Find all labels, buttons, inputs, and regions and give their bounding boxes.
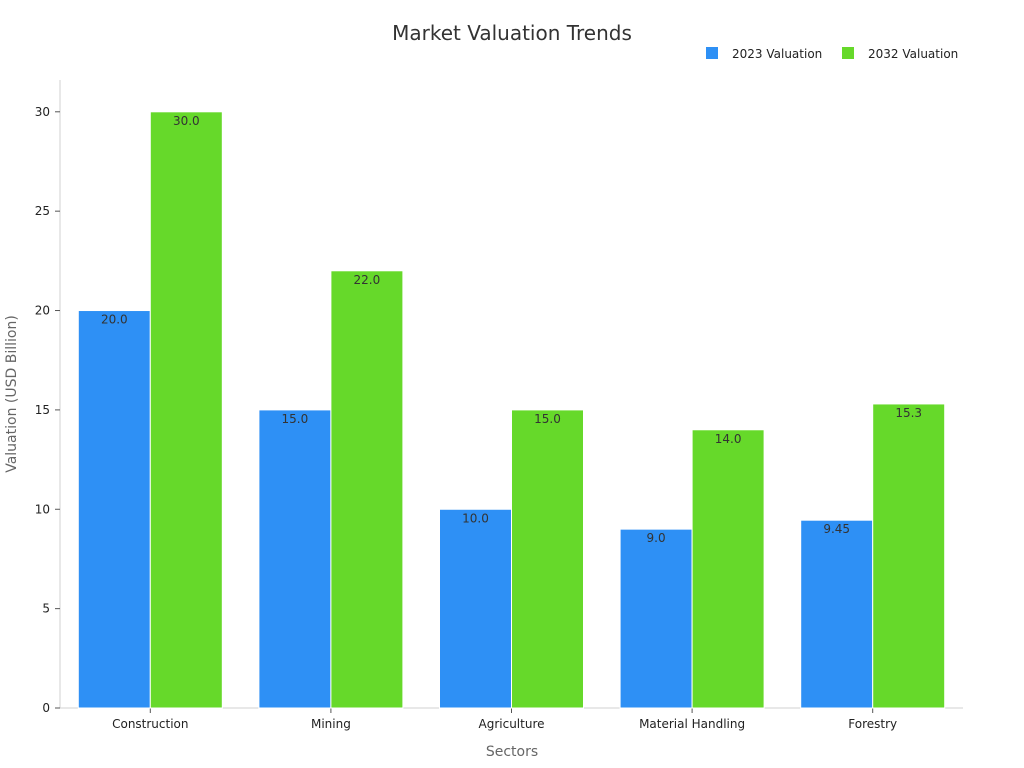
legend-swatch-2032-valuation bbox=[842, 47, 854, 59]
y-tick-label: 25 bbox=[35, 204, 50, 218]
bar-2032-valuation-forestry bbox=[872, 403, 946, 709]
bars bbox=[77, 111, 946, 709]
bar-2032-valuation-mining bbox=[330, 270, 404, 709]
legend-swatch-2023-valuation bbox=[706, 47, 718, 59]
bar-2032-valuation-agriculture bbox=[511, 409, 584, 709]
x-tick-label-agriculture: Agriculture bbox=[479, 717, 545, 731]
bar-2032-valuation-construction bbox=[149, 111, 223, 709]
chart-title: Market Valuation Trends bbox=[392, 21, 632, 45]
data-label-2023-valuation-agriculture: 10.0 bbox=[462, 511, 489, 525]
bar-2023-valuation-mining bbox=[258, 409, 332, 709]
y-axis-label: Valuation (USD Billion) bbox=[4, 315, 20, 473]
legend: 2023 Valuation 2032 Valuation bbox=[706, 47, 958, 61]
x-tick-label-material-handling: Material Handling bbox=[639, 717, 745, 731]
data-label-2023-valuation-material-handling: 9.0 bbox=[647, 531, 666, 545]
data-label-2032-valuation-agriculture: 15.0 bbox=[534, 412, 561, 426]
bar-2032-valuation-material-handling bbox=[691, 429, 765, 709]
x-tick-label-mining: Mining bbox=[311, 717, 351, 731]
data-label-2023-valuation-mining: 15.0 bbox=[282, 412, 309, 426]
y-tick-label: 10 bbox=[35, 502, 50, 516]
legend-label-2032-valuation: 2032 Valuation bbox=[868, 47, 958, 61]
data-label-2032-valuation-mining: 22.0 bbox=[354, 273, 381, 287]
x-tick-label-forestry: Forestry bbox=[848, 717, 897, 731]
y-tick-label: 20 bbox=[35, 304, 50, 318]
x-tick-label-construction: Construction bbox=[112, 717, 188, 731]
bar-2023-valuation-agriculture bbox=[439, 508, 512, 709]
data-labels: 20.0 30.0 15.0 22.0 10.0 15.0 9.0 14.0 9.45 15.3 bbox=[101, 114, 922, 545]
bar-2023-valuation-construction bbox=[77, 310, 151, 709]
data-label-2032-valuation-material-handling: 14.0 bbox=[715, 432, 742, 446]
legend-label-2023-valuation: 2023 Valuation bbox=[732, 47, 822, 61]
y-tick-label: 15 bbox=[35, 403, 50, 417]
axes: 0 5 10 15 20 25 30 Construction Mining Agricultur… bbox=[35, 80, 963, 731]
y-tick-label: 5 bbox=[42, 602, 50, 616]
data-label-2032-valuation-construction: 30.0 bbox=[173, 114, 200, 128]
x-axis-label: Sectors bbox=[486, 744, 538, 760]
y-tick-label: 30 bbox=[35, 105, 50, 119]
data-label-2032-valuation-forestry: 15.3 bbox=[895, 406, 922, 420]
data-label-2023-valuation-construction: 20.0 bbox=[101, 313, 128, 327]
data-label-2023-valuation-forestry: 9.45 bbox=[823, 522, 850, 536]
bar-2023-valuation-material-handling bbox=[619, 528, 693, 709]
bar-2023-valuation-forestry bbox=[800, 519, 874, 709]
y-tick-label: 0 bbox=[42, 701, 50, 715]
